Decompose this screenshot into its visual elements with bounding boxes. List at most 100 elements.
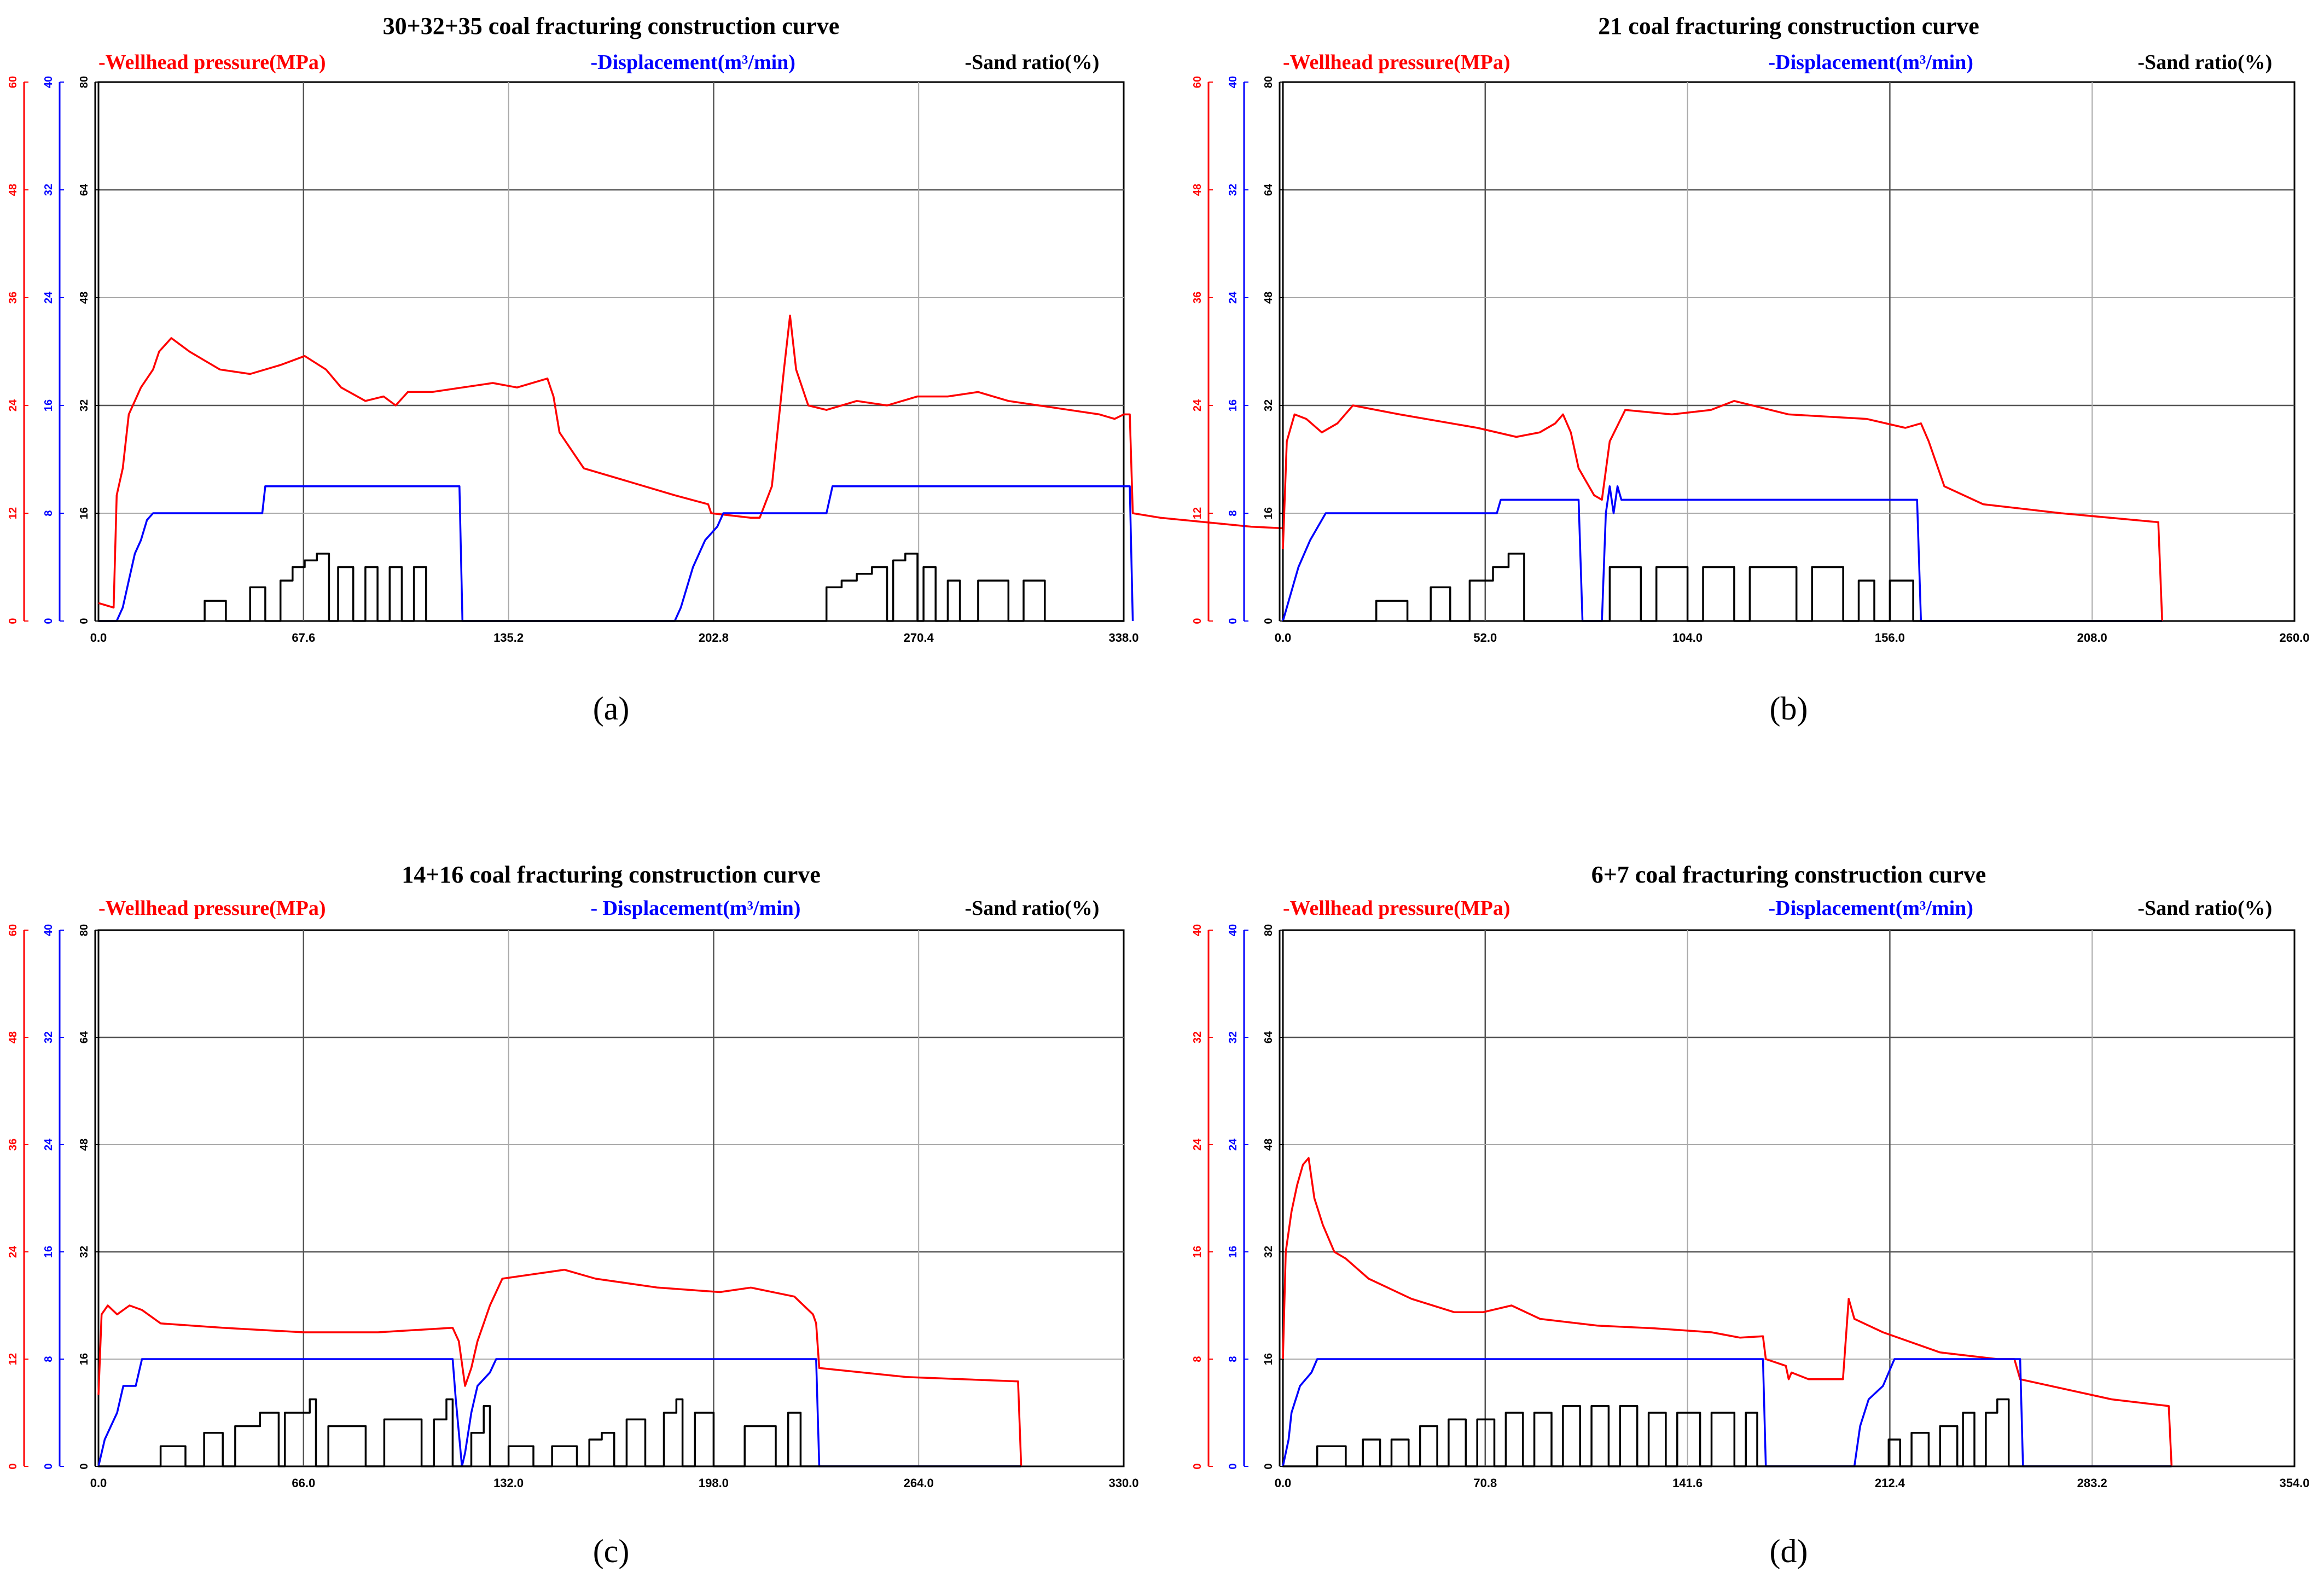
y-tick-label: 64 bbox=[78, 183, 90, 196]
y-tick-label: 64 bbox=[78, 1031, 90, 1043]
y-tick-label: 48 bbox=[7, 184, 19, 196]
y-tick-label: 16 bbox=[43, 399, 55, 411]
y-tick-label: 80 bbox=[78, 924, 90, 936]
plot-area bbox=[97, 81, 1125, 622]
sand-ratio-line bbox=[98, 553, 1124, 622]
x-tick-label: 104.0 bbox=[1672, 631, 1703, 645]
y-tick-label: 0 bbox=[1227, 618, 1239, 624]
y-tick-label: 80 bbox=[1263, 924, 1275, 936]
y-tick-label: 36 bbox=[1192, 292, 1204, 304]
y-tick-label: 16 bbox=[78, 1353, 90, 1365]
y-tick-label: 32 bbox=[78, 1246, 90, 1258]
chart-panel-c: 14+16 coal fracturing construction curve… bbox=[7, 861, 1139, 1569]
y-tick-label: 36 bbox=[7, 292, 19, 304]
y-tick-label: 24 bbox=[1192, 399, 1204, 411]
y-tick-label: 24 bbox=[43, 291, 55, 304]
plot-area bbox=[1282, 929, 2296, 1467]
y-tick-label: 8 bbox=[43, 510, 55, 516]
y-tick-label: 48 bbox=[1263, 1139, 1275, 1151]
legend-entry: -Wellhead pressure(MPa) bbox=[1283, 897, 1510, 920]
chart-title: 14+16 coal fracturing construction curve bbox=[402, 861, 821, 888]
y-tick-label: 60 bbox=[7, 924, 19, 936]
y-tick-label: 16 bbox=[1263, 1353, 1275, 1365]
x-tick-label: 260.0 bbox=[2279, 631, 2309, 645]
y-tick-label: 48 bbox=[78, 292, 90, 304]
y-tick-label: 12 bbox=[7, 1353, 19, 1365]
x-tick-label: 156.0 bbox=[1875, 631, 1905, 645]
panel-caption: (c) bbox=[593, 1533, 630, 1569]
y-tick-label: 0 bbox=[1263, 618, 1275, 624]
y-tick-label: 16 bbox=[43, 1246, 55, 1258]
y-tick-label: 32 bbox=[1227, 184, 1239, 196]
x-tick-label: 208.0 bbox=[2077, 631, 2107, 645]
y-tick-label: 0 bbox=[43, 618, 55, 624]
plot-area bbox=[1282, 81, 2296, 622]
y-tick-label: 0 bbox=[1263, 1463, 1275, 1469]
x-tick-label: 66.0 bbox=[292, 1476, 315, 1490]
y-tick-label: 0 bbox=[1192, 618, 1204, 624]
y-tick-label: 0 bbox=[43, 1463, 55, 1469]
x-tick-label: 135.2 bbox=[493, 631, 524, 645]
y-tick-label: 16 bbox=[1192, 1246, 1204, 1258]
panel-caption: (b) bbox=[1770, 690, 1808, 727]
legend-entry: -Sand ratio(%) bbox=[965, 897, 1100, 920]
y-tick-label: 24 bbox=[7, 399, 19, 411]
y-tick-label: 80 bbox=[1263, 76, 1275, 88]
chart-title: 21 coal fracturing construction curve bbox=[1598, 13, 1979, 39]
y-tick-label: 0 bbox=[7, 1463, 19, 1469]
sand-ratio-line bbox=[98, 1398, 1021, 1467]
x-tick-label: 283.2 bbox=[2077, 1476, 2107, 1490]
x-tick-label: 0.0 bbox=[90, 631, 107, 645]
legend-entry: -Displacement(m³/min) bbox=[591, 51, 795, 74]
y-tick-label: 40 bbox=[1192, 924, 1204, 936]
x-tick-label: 338.0 bbox=[1108, 631, 1138, 645]
legend-entry: -Wellhead pressure(MPa) bbox=[1283, 51, 1510, 74]
y-tick-label: 24 bbox=[1227, 291, 1239, 304]
chart-panel-a: 30+32+35 coal fracturing construction cu… bbox=[7, 13, 1416, 727]
y-tick-label: 8 bbox=[1227, 1356, 1239, 1362]
y-tick-label: 48 bbox=[1192, 184, 1204, 196]
x-tick-label: 202.8 bbox=[699, 631, 729, 645]
x-tick-label: 141.6 bbox=[1672, 1476, 1703, 1490]
x-tick-label: 354.0 bbox=[2279, 1476, 2309, 1490]
wellhead-pressure-line bbox=[1282, 1157, 2173, 1467]
y-tick-label: 48 bbox=[7, 1031, 19, 1043]
y-tick-label: 40 bbox=[1227, 924, 1239, 936]
legend-entry: -Displacement(m³/min) bbox=[1769, 897, 1973, 920]
legend-entry: -Wellhead pressure(MPa) bbox=[98, 897, 326, 920]
chart-panel-d: 6+7 coal fracturing construction curve -W… bbox=[1192, 861, 2310, 1569]
y-tick-label: 32 bbox=[78, 399, 90, 411]
y-tick-label: 32 bbox=[43, 1031, 55, 1043]
plot-area bbox=[97, 929, 1125, 1467]
chart-title: 6+7 coal fracturing construction curve bbox=[1591, 861, 1986, 888]
legend-entry: -Sand ratio(%) bbox=[2137, 897, 2272, 920]
sand-ratio-line bbox=[1283, 553, 2163, 622]
y-tick-label: 24 bbox=[1227, 1138, 1239, 1151]
y-tick-label: 32 bbox=[1263, 399, 1275, 411]
y-tick-label: 16 bbox=[1227, 399, 1239, 411]
displacement-line bbox=[98, 485, 1134, 622]
displacement-line bbox=[97, 1358, 1021, 1467]
y-tick-label: 16 bbox=[1227, 1246, 1239, 1258]
x-tick-label: 212.4 bbox=[1875, 1476, 1905, 1490]
x-tick-label: 70.8 bbox=[1473, 1476, 1497, 1490]
y-tick-label: 80 bbox=[78, 76, 90, 88]
y-tick-label: 36 bbox=[7, 1139, 19, 1151]
y-tick-label: 16 bbox=[78, 507, 90, 519]
y-tick-label: 8 bbox=[43, 1356, 55, 1362]
y-tick-label: 24 bbox=[43, 1138, 55, 1151]
legend-entry: -Sand ratio(%) bbox=[965, 51, 1100, 74]
wellhead-pressure-line bbox=[97, 1268, 1022, 1467]
y-tick-label: 0 bbox=[7, 618, 19, 624]
y-tick-label: 40 bbox=[1227, 76, 1239, 88]
y-tick-label: 12 bbox=[7, 507, 19, 519]
wellhead-pressure-line bbox=[1282, 400, 2163, 622]
wellhead-pressure-line bbox=[98, 315, 1416, 622]
y-tick-label: 12 bbox=[1192, 507, 1204, 519]
sand-ratio-line bbox=[1283, 1398, 2172, 1467]
y-tick-label: 48 bbox=[78, 1139, 90, 1151]
y-tick-label: 0 bbox=[78, 618, 90, 624]
legend-entry: -Wellhead pressure(MPa) bbox=[98, 51, 326, 74]
y-tick-label: 8 bbox=[1227, 510, 1239, 516]
